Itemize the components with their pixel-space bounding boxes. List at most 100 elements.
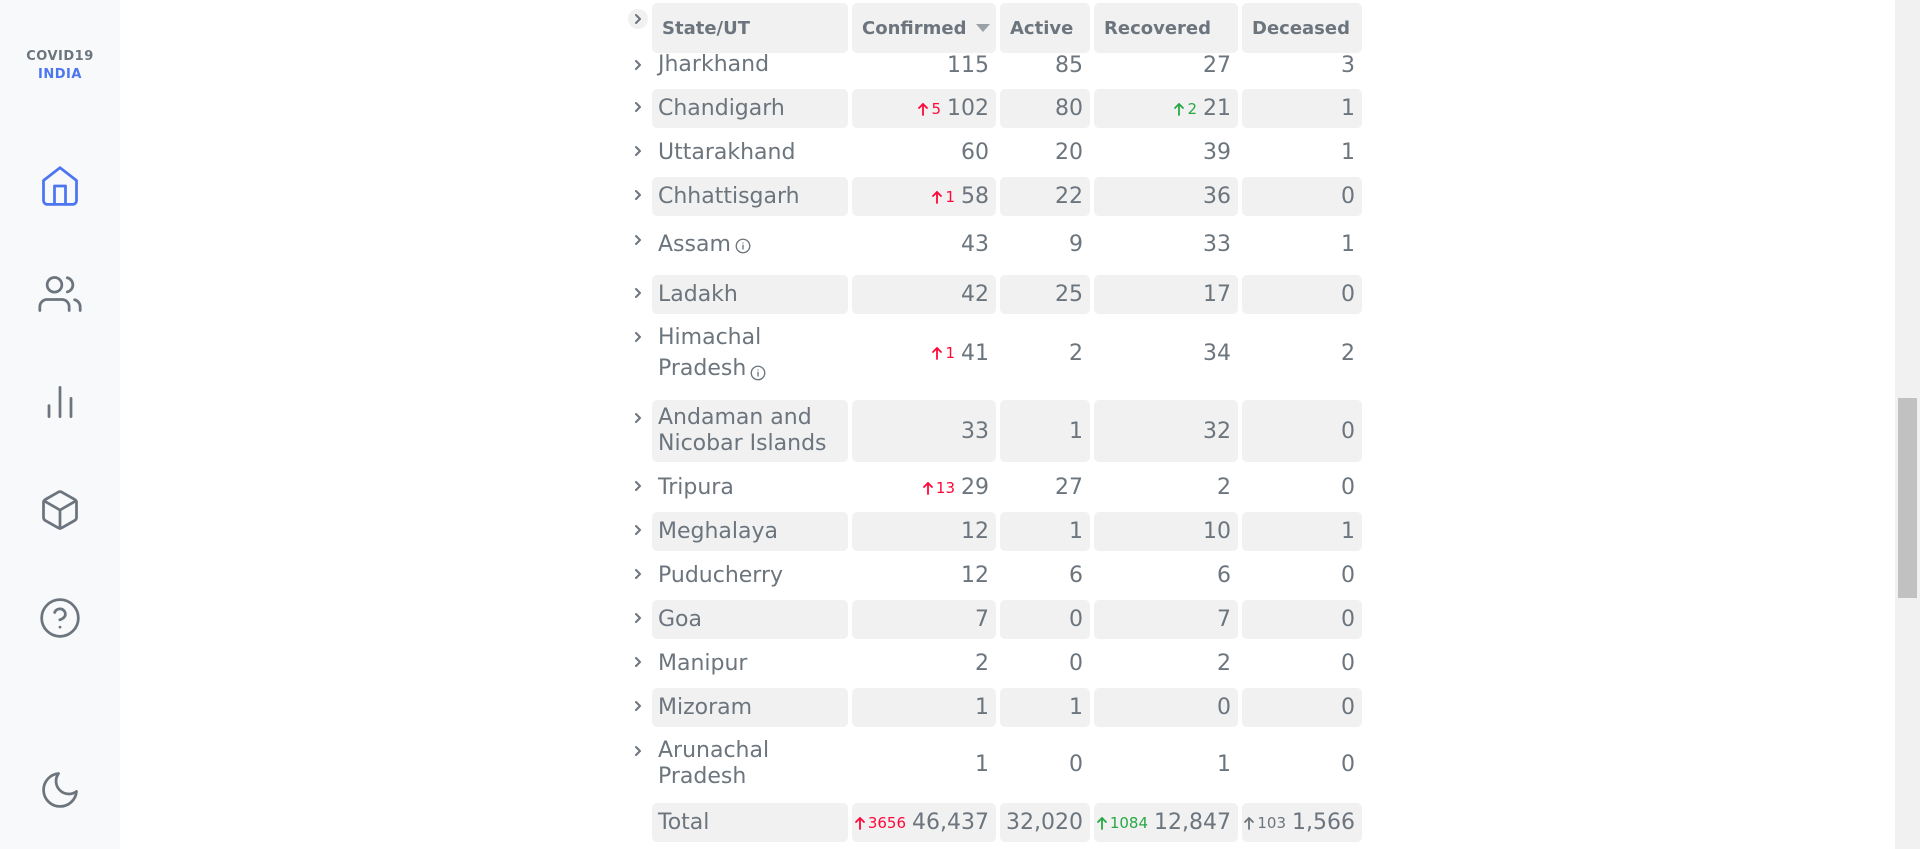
table-header: State/UT Confirmed Active Recovered Dece… bbox=[626, 3, 1366, 53]
deceased-value: 3 bbox=[1341, 52, 1355, 78]
chevron-right-icon[interactable] bbox=[626, 95, 650, 119]
active-value: 0 bbox=[1000, 600, 1090, 639]
state-cell: Andaman and Nicobar Islands bbox=[652, 400, 848, 462]
confirmed-value: 1 bbox=[852, 688, 996, 727]
table-row[interactable]: Himachal Pradesh 1 41 2 34 2 bbox=[626, 319, 1366, 387]
table-row[interactable]: Puducherry 12 6 6 0 bbox=[626, 556, 1366, 595]
total-confirmed-value: 46,437 bbox=[912, 810, 989, 835]
logo-line1: COVID19 bbox=[26, 49, 94, 64]
table-row[interactable]: Arunachal Pradesh 1 0 1 0 bbox=[626, 733, 1366, 795]
state-name-line2: Pradesh bbox=[658, 764, 747, 789]
chevron-right-icon[interactable] bbox=[626, 228, 650, 252]
confirmed-cell: 5 102 bbox=[852, 89, 996, 128]
chevron-right-icon[interactable] bbox=[626, 650, 650, 674]
chevron-right-icon[interactable] bbox=[626, 606, 650, 630]
chevron-right-icon[interactable] bbox=[626, 139, 650, 163]
active-value: 22 bbox=[1000, 177, 1090, 216]
state-name: Goa bbox=[652, 600, 848, 639]
confirmed-delta: 13 bbox=[922, 479, 955, 497]
table-row[interactable]: Meghalaya 12 1 10 1 bbox=[626, 512, 1366, 551]
active-value: 1 bbox=[1000, 512, 1090, 551]
header-deceased[interactable]: Deceased bbox=[1242, 3, 1362, 53]
active-value: 2 bbox=[1069, 340, 1083, 366]
deceased-value: 0 bbox=[1242, 600, 1362, 639]
help-icon[interactable] bbox=[38, 596, 82, 640]
active-value: 1 bbox=[1000, 688, 1090, 727]
table-row[interactable]: Jharkhand 115 85 27 3 bbox=[626, 50, 1366, 80]
confirmed-value: 43 bbox=[961, 232, 989, 257]
recovered-value: 7 bbox=[1094, 600, 1238, 639]
chevron-right-icon[interactable] bbox=[626, 53, 650, 77]
users-icon[interactable] bbox=[38, 272, 82, 316]
total-recovered-delta: 1084 bbox=[1096, 814, 1148, 832]
active-value: 0 bbox=[1069, 751, 1083, 777]
state-name: Assam bbox=[658, 231, 731, 257]
chevron-right-icon[interactable] bbox=[626, 739, 650, 763]
deceased-value: 1 bbox=[1341, 232, 1355, 257]
state-cell: Himachal Pradesh bbox=[652, 319, 848, 387]
table-total-row: Total 3656 46,437 32,020 1084 12,847 103… bbox=[626, 803, 1366, 842]
table-row[interactable]: Tripura 13 29 27 2 0 bbox=[626, 468, 1366, 507]
total-deceased-cell: 103 1,566 bbox=[1242, 803, 1362, 842]
state-name: Puducherry bbox=[658, 562, 784, 588]
total-confirmed-delta: 3656 bbox=[854, 814, 906, 832]
active-value: 20 bbox=[1055, 140, 1083, 165]
active-value: 80 bbox=[1000, 89, 1090, 128]
state-cell: Arunachal Pradesh bbox=[652, 733, 848, 795]
deceased-value: 0 bbox=[1341, 651, 1355, 676]
active-value: 85 bbox=[1055, 52, 1083, 78]
table-row[interactable]: Mizoram 1 1 0 0 bbox=[626, 688, 1366, 727]
box-icon[interactable] bbox=[38, 488, 82, 532]
confirmed-value: 33 bbox=[852, 400, 996, 462]
home-icon[interactable] bbox=[38, 164, 82, 208]
confirmed-value: 29 bbox=[961, 475, 989, 500]
app-logo[interactable]: COVID19 INDIA bbox=[0, 48, 120, 84]
table-row[interactable]: Goa 7 0 7 0 bbox=[626, 600, 1366, 639]
table-row[interactable]: Uttarakhand 60 20 39 1 bbox=[626, 133, 1366, 172]
chevron-right-icon[interactable] bbox=[626, 474, 650, 498]
chevron-right-icon[interactable] bbox=[626, 694, 650, 718]
header-recovered[interactable]: Recovered bbox=[1094, 3, 1238, 53]
table-row[interactable]: Chhattisgarh 1 58 22 36 0 bbox=[626, 177, 1366, 216]
info-icon[interactable] bbox=[734, 236, 752, 254]
info-icon[interactable] bbox=[749, 360, 767, 381]
chevron-right-icon[interactable] bbox=[626, 518, 650, 542]
moon-icon[interactable] bbox=[38, 768, 82, 812]
confirmed-value: 2 bbox=[975, 651, 989, 676]
deceased-value: 0 bbox=[1341, 563, 1355, 588]
recovered-value: 27 bbox=[1203, 52, 1231, 78]
table-row[interactable]: Andaman and Nicobar Islands 33 1 32 0 bbox=[626, 400, 1366, 462]
table-row[interactable]: Ladakh 42 25 17 0 bbox=[626, 275, 1366, 314]
header-state[interactable]: State/UT bbox=[652, 3, 848, 53]
chevron-right-icon[interactable] bbox=[626, 562, 650, 586]
deceased-value: 0 bbox=[1341, 475, 1355, 500]
recovered-value: 34 bbox=[1203, 340, 1231, 366]
active-value: 27 bbox=[1055, 475, 1083, 500]
table-row[interactable]: Manipur 2 0 2 0 bbox=[626, 644, 1366, 683]
table-row[interactable]: Chandigarh 5 102 80 2 21 1 bbox=[626, 89, 1366, 128]
chevron-right-icon[interactable] bbox=[626, 183, 650, 207]
confirmed-delta: 1 bbox=[931, 344, 955, 362]
total-label: Total bbox=[652, 803, 848, 842]
expand-all-chevron-icon[interactable] bbox=[626, 7, 650, 31]
deceased-value: 2 bbox=[1341, 340, 1355, 366]
state-name-line1: Arunachal bbox=[658, 738, 770, 763]
total-confirmed-cell: 3656 46,437 bbox=[852, 803, 996, 842]
bar-chart-icon[interactable] bbox=[38, 380, 82, 424]
state-name-line1: Himachal bbox=[658, 325, 762, 350]
confirmed-value: 58 bbox=[961, 184, 989, 209]
header-active[interactable]: Active bbox=[1000, 3, 1090, 53]
confirmed-value: 12 bbox=[852, 512, 996, 551]
header-confirmed[interactable]: Confirmed bbox=[852, 3, 996, 53]
state-name: Mizoram bbox=[652, 688, 848, 727]
confirmed-value: 12 bbox=[961, 563, 989, 588]
state-name: Manipur bbox=[658, 650, 748, 676]
chevron-right-icon[interactable] bbox=[626, 281, 650, 305]
recovered-value: 33 bbox=[1203, 232, 1231, 257]
chevron-right-icon[interactable] bbox=[626, 325, 650, 349]
scrollbar-thumb[interactable] bbox=[1898, 398, 1917, 598]
active-value: 6 bbox=[1069, 563, 1083, 588]
state-name: Chandigarh bbox=[652, 89, 848, 128]
chevron-right-icon[interactable] bbox=[626, 406, 650, 430]
table-row[interactable]: Assam 43 9 33 1 bbox=[626, 222, 1366, 267]
